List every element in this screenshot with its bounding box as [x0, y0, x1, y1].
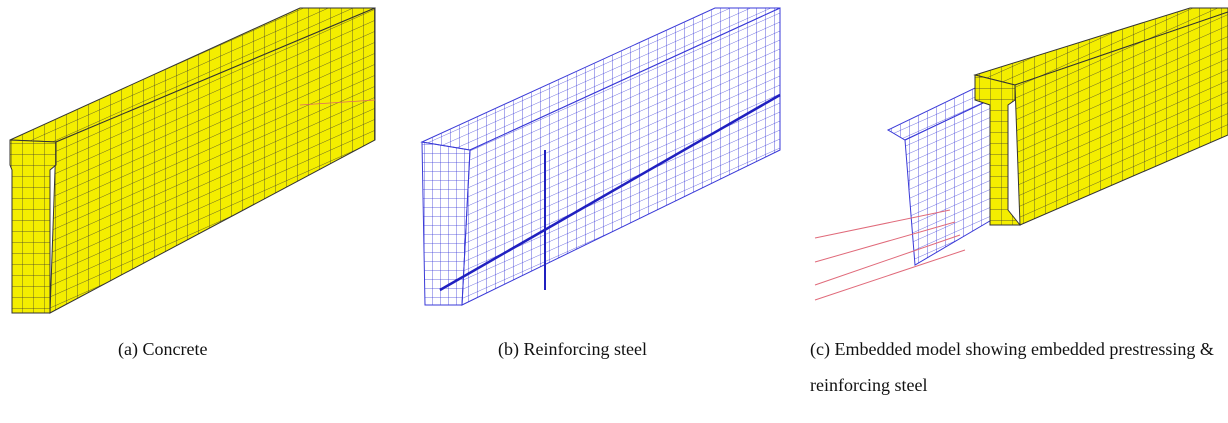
- caption: (a) Concrete: [118, 331, 378, 367]
- caption: (c) Embedded model showing embedded pres…: [810, 331, 1225, 403]
- embedded-beam: [815, 8, 1228, 300]
- concrete-beam: [10, 8, 375, 313]
- caption: (b) Reinforcing steel: [498, 331, 778, 367]
- figure: (a) Concrete (b) Reinforcing steel (c) E…: [0, 0, 1228, 423]
- steel-cage: [422, 8, 780, 305]
- figure-images: [0, 0, 1228, 330]
